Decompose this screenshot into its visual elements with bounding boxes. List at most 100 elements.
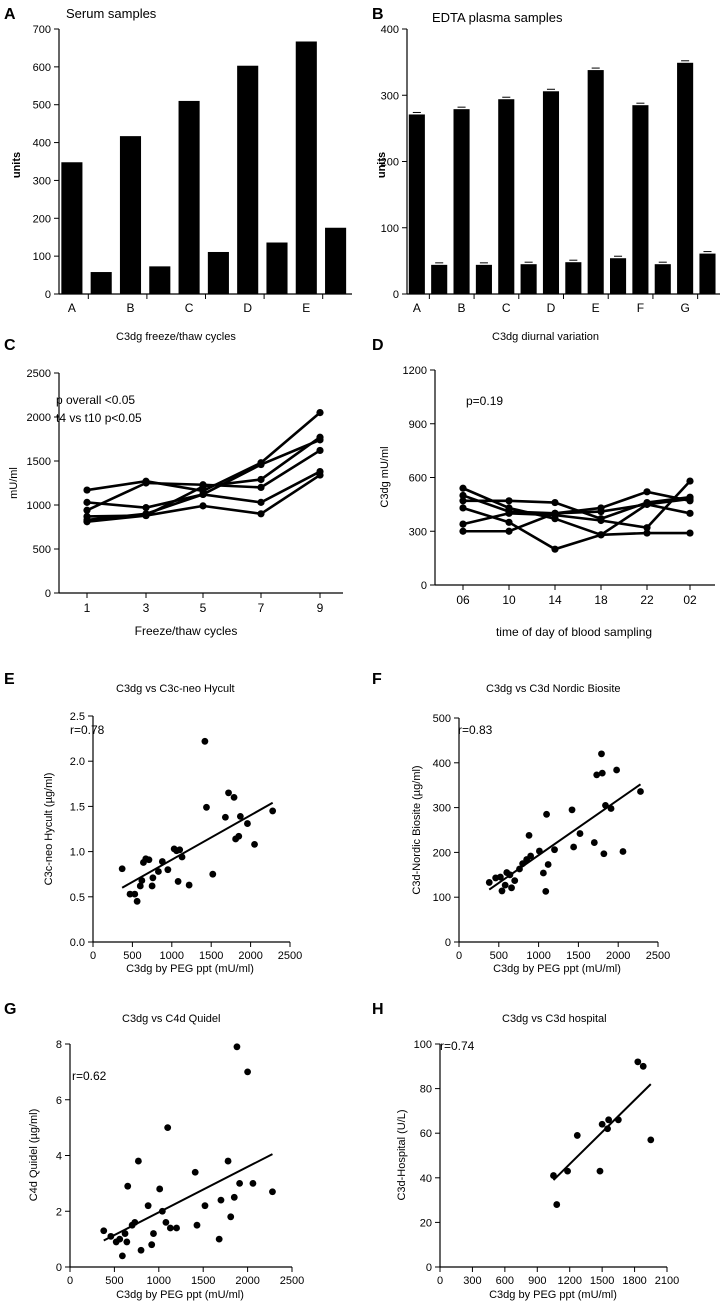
y-tick-label: 600 xyxy=(33,62,51,74)
x-axis-label: C3dg by PEG ppt (mU/ml) xyxy=(116,1289,244,1301)
y-tick-label: 300 xyxy=(381,90,399,102)
scatter-point xyxy=(605,1116,613,1124)
x-axis-label: time of day of blood sampling xyxy=(496,625,652,639)
scatter-point xyxy=(233,1043,241,1051)
scatter-point xyxy=(149,874,157,882)
scatter-point xyxy=(131,1219,139,1226)
panel-letter: G xyxy=(4,1001,16,1018)
x-tick-label: 1500 xyxy=(590,1275,614,1287)
scatter-point xyxy=(647,1136,655,1144)
x-tick-label: 06 xyxy=(456,593,470,607)
scatter-point xyxy=(166,1224,174,1232)
scatter-point xyxy=(590,839,598,846)
series-line xyxy=(462,490,691,515)
scatter-point xyxy=(542,887,550,895)
x-tick-label: 1500 xyxy=(566,950,590,962)
x-tick-label: 2500 xyxy=(280,1275,304,1287)
x-tick-label: 22 xyxy=(640,593,654,607)
y-tick-label: 700 xyxy=(33,24,51,36)
scatter-point xyxy=(602,801,609,809)
x-tick-label: B xyxy=(458,301,466,315)
x-tick-label: B xyxy=(126,301,134,315)
bar-low xyxy=(207,251,229,294)
series-point xyxy=(142,511,150,520)
scatter-point xyxy=(158,858,166,865)
scatter-point xyxy=(107,1232,115,1240)
scatter-point xyxy=(570,843,578,851)
y-tick-label: 80 xyxy=(420,1084,432,1096)
y-axis-label: C3d-Nordic Biosite (µg/ml) xyxy=(411,765,423,894)
scatter-point xyxy=(136,882,144,890)
panel-letter: D xyxy=(372,337,384,354)
scatter-point xyxy=(564,1167,571,1175)
scatter-point xyxy=(156,1185,164,1193)
scatter-point xyxy=(191,1168,199,1176)
x-tick-label: 500 xyxy=(123,950,141,962)
scatter-point xyxy=(550,1172,557,1179)
y-tick-label: 1000 xyxy=(27,500,51,512)
scatter-point xyxy=(613,766,621,774)
scatter-point xyxy=(148,882,156,890)
y-tick-label: 2500 xyxy=(27,368,51,380)
y-tick-label: 200 xyxy=(433,847,451,859)
annotation-p: p=0.19 xyxy=(466,394,503,408)
y-axis-label: C3d-Hospital (U/L) xyxy=(396,1109,408,1200)
scatter-point xyxy=(217,1196,225,1204)
series-line xyxy=(462,480,691,530)
x-tick-label: 1000 xyxy=(160,950,184,962)
panel-letter: A xyxy=(4,6,16,23)
scatter-point xyxy=(193,1221,201,1229)
x-tick-label: 0 xyxy=(456,950,462,962)
scatter-point xyxy=(269,807,277,815)
scatter-point xyxy=(118,865,126,873)
scatter-point xyxy=(501,881,509,889)
scatter-point xyxy=(100,1227,108,1235)
series-point xyxy=(551,509,559,517)
scatter-point xyxy=(619,848,627,855)
plot-area: 0 20 40 60 80 100 C3d-Hospital (U/L) C3dg by PE… xyxy=(396,1039,679,1301)
scatter-point xyxy=(131,890,139,898)
series-point xyxy=(686,509,694,517)
y-axis-label: units xyxy=(376,152,388,178)
series-point xyxy=(199,482,207,491)
y-tick-label: 100 xyxy=(433,892,451,904)
scatter-point xyxy=(598,750,605,758)
series-point xyxy=(505,527,513,535)
bar-high xyxy=(178,100,200,294)
series-line xyxy=(462,487,690,537)
series-point xyxy=(505,497,513,505)
x-tick-label: 0 xyxy=(90,950,96,962)
y-tick-label: 8 xyxy=(56,1039,62,1051)
scatter-point xyxy=(123,1238,131,1246)
scatter-point xyxy=(178,853,186,861)
x-tick-label: C xyxy=(185,301,194,315)
scatter-point xyxy=(225,789,232,797)
series-point xyxy=(316,433,324,441)
y-tick-label: 2 xyxy=(56,1206,62,1218)
x-tick-label: F xyxy=(637,301,644,315)
series-point xyxy=(257,483,265,491)
scatter-point xyxy=(124,1182,132,1190)
y-tick-label: 1.5 xyxy=(70,801,85,813)
bar-high xyxy=(61,162,83,294)
y-tick-label: 0 xyxy=(421,580,427,592)
regression-line xyxy=(121,801,274,889)
scatter-point xyxy=(164,866,172,874)
scatter-point xyxy=(511,877,519,885)
x-tick-label: 3 xyxy=(143,601,150,615)
plot-area: 0.0 0.5 1.0 1.5 2.0 2.5 C3c-neo Hycult (µg/ml)… xyxy=(43,711,302,975)
x-tick-label: 1 xyxy=(84,601,91,615)
x-tick-label: 02 xyxy=(683,593,697,607)
series-point xyxy=(459,491,467,500)
bar-low xyxy=(149,266,171,294)
y-tick-label: 60 xyxy=(420,1128,432,1140)
scatter-point xyxy=(604,1125,611,1133)
bar-high xyxy=(498,99,515,294)
series-point xyxy=(643,500,651,508)
y-tick-label: 2.5 xyxy=(70,711,85,723)
series-point xyxy=(643,529,651,537)
series-point xyxy=(257,460,265,469)
series-point xyxy=(199,490,207,499)
series-point xyxy=(597,531,605,539)
x-tick-label: 10 xyxy=(502,593,516,607)
